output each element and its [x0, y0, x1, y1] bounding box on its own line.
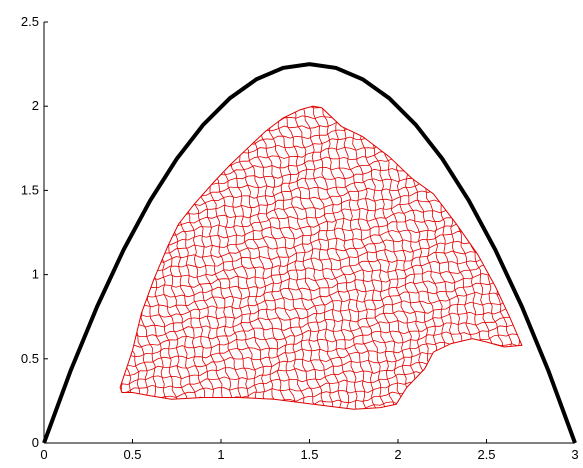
mesh-line [120, 106, 522, 154]
mesh-line [290, 106, 350, 410]
mesh-line [445, 106, 503, 410]
mesh-line [499, 106, 522, 410]
mesh-line [110, 425, 530, 468]
y-tick-label: 0.5 [21, 351, 39, 366]
mesh-line [525, 96, 583, 414]
mesh-line [120, 106, 143, 410]
mesh-line [266, 106, 326, 410]
mesh-line [474, 106, 522, 410]
mesh-line [110, 45, 530, 97]
mesh-line [507, 106, 522, 410]
mesh-line [120, 286, 522, 340]
mesh-line [120, 108, 522, 163]
x-tick-label: 1 [217, 447, 224, 462]
x-tick-label: 2 [394, 447, 401, 462]
mesh-line [407, 106, 467, 410]
mesh-outline [119, 105, 523, 410]
mesh-line [120, 242, 522, 297]
mesh-line [120, 377, 522, 410]
mesh-line [120, 106, 522, 125]
mesh-line [339, 106, 396, 410]
mesh-line [120, 404, 522, 410]
y-tick-label: 2.5 [21, 14, 39, 29]
mesh-line [482, 106, 522, 410]
mesh-line [120, 181, 522, 234]
parabola-curve [42, 62, 577, 444]
mesh-line [374, 106, 434, 410]
mesh-line [491, 106, 522, 410]
mesh-line [120, 278, 522, 333]
mesh-line [365, 106, 426, 410]
mesh-line [282, 106, 342, 410]
mesh-line [120, 214, 522, 267]
x-tick-label: 3 [571, 447, 578, 462]
mesh-line [120, 369, 522, 410]
axes [43, 21, 576, 444]
mesh-line [249, 106, 309, 410]
mesh-line [120, 161, 522, 216]
mesh-line [120, 106, 134, 410]
y-tick-label: 1.5 [21, 182, 39, 197]
mesh-line [120, 252, 522, 306]
x-tick-label: 1.5 [300, 447, 318, 462]
mesh-line [240, 106, 300, 410]
mesh-line [120, 394, 522, 410]
mesh-line [120, 360, 522, 410]
mesh-line [120, 303, 522, 358]
mesh-line [120, 199, 522, 250]
y-tick-label: 1 [32, 267, 39, 282]
mesh-line [317, 106, 377, 410]
mesh-line [357, 106, 417, 410]
mesh-line [257, 106, 317, 410]
mesh-line [299, 106, 359, 410]
mesh-line [120, 106, 522, 114]
mesh-line [132, 106, 192, 410]
mesh-line [110, 415, 530, 467]
mesh-line [120, 343, 522, 397]
y-tick-label: 0 [32, 435, 39, 450]
mesh-line [120, 313, 522, 368]
x-tick-label: 2.5 [477, 447, 495, 462]
mesh-line [348, 106, 407, 410]
mesh-line [307, 106, 368, 410]
mesh-line [120, 106, 522, 145]
tick-labels: 0 0.5 1 1.5 2 2.5 3 0 0.5 1 1.5 2 2.5 [21, 14, 579, 462]
mesh-line [120, 106, 125, 410]
mesh-line [274, 106, 334, 410]
mesh-line [50, 96, 108, 414]
mesh-line [110, 52, 530, 105]
x-tick-label: 0.5 [123, 447, 141, 462]
y-tick-label: 2 [32, 98, 39, 113]
mesh-line [465, 106, 522, 410]
mesh-line [327, 106, 386, 410]
x-tick-label: 0 [40, 447, 47, 462]
mesh-line [434, 106, 494, 410]
mesh-line [120, 295, 522, 348]
mesh-line [120, 106, 161, 410]
mesh-line [58, 96, 116, 414]
